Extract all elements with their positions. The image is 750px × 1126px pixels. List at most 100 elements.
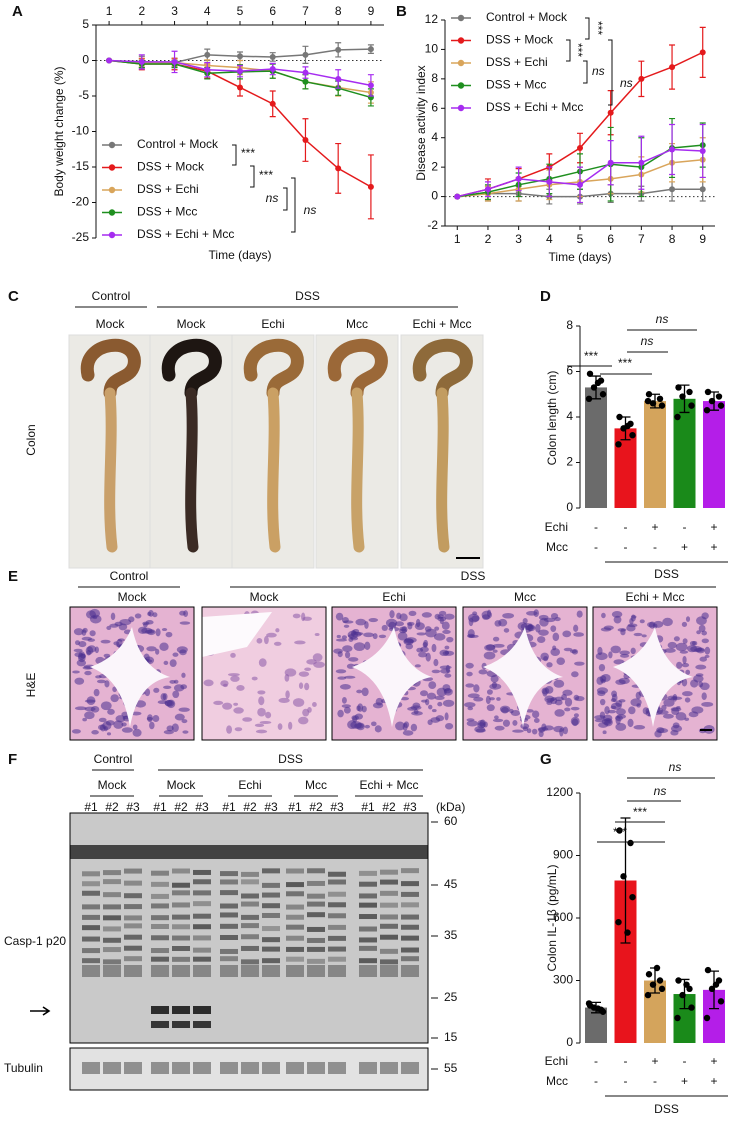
tissue-texture [364,724,370,729]
lane-label: Mock [98,778,128,792]
tissue-texture [696,630,701,635]
row-mark: + [710,1074,717,1088]
tissue-texture [385,618,398,628]
data-point [335,165,342,172]
tissue-texture [292,613,301,619]
blot-band [307,958,325,964]
blot-band [328,946,346,952]
data-point [599,391,607,398]
data-point [703,1014,711,1022]
marker-label: 15 [444,1030,458,1044]
tissue-texture [444,651,450,655]
y-tick-label: -2 [427,218,438,232]
blot-band [401,868,419,874]
sample-label: #2 [309,800,323,814]
tissue-texture [109,623,119,628]
tissue-texture [233,707,244,714]
blot-band [220,912,238,918]
blot-band [307,937,325,943]
lane-label: Mock [118,590,148,604]
y-tick-label: -5 [78,88,89,102]
tissue-texture [647,621,655,628]
data-point [699,49,706,56]
tissue-texture [599,675,607,682]
significance: *** [591,21,605,35]
y-tick-label: 900 [553,848,573,862]
row-mark: - [653,1074,657,1088]
tissue-texture [91,730,99,735]
tissue-texture [437,701,443,707]
blot-band [172,1021,190,1028]
tissue-texture [444,613,455,620]
legend-label: DSS + Mcc [486,78,546,92]
blot-band [193,1006,211,1014]
tissue-texture [87,645,97,653]
legend-marker [457,14,465,22]
tissue-texture [466,671,473,677]
data-point [269,53,276,60]
group-header: Control [110,569,149,583]
tissue-texture [422,642,428,648]
tissue-texture [134,613,142,619]
y-tick-label: 0 [431,189,438,203]
tissue-texture [298,682,304,690]
blot-band [172,914,190,920]
tissue-texture [146,646,157,652]
panel-letter: G [540,751,552,768]
tissue-texture [598,663,606,672]
tissue-texture [285,690,290,699]
blot-band [103,937,121,943]
tissue-texture [337,709,344,718]
tissue-texture [599,698,606,706]
tissue-texture [599,711,606,719]
tissue-texture [389,610,395,619]
data-point [484,186,491,193]
significance: ns [654,784,667,798]
x-tick-label: 7 [638,232,645,246]
tissue-texture [613,659,625,665]
x-tick-label: 5 [577,232,584,246]
tissue-texture [656,727,665,734]
row-mark: + [681,1074,688,1088]
tissue-texture [492,643,505,648]
tissue-texture [169,659,177,667]
tissue-texture [110,612,116,621]
blot-band [359,893,377,899]
data-point [204,66,211,73]
blot-band [151,956,169,962]
tissue-texture [574,661,585,666]
x-tick-label: 2 [138,4,145,18]
blot-band [103,904,121,910]
loading-blot [70,1048,428,1090]
tissue-texture [535,623,541,633]
blot-band [359,926,377,932]
lumen [202,612,272,657]
tissue-texture [81,636,93,641]
tissue-texture [630,698,642,707]
y-tick-label: 1200 [546,785,573,799]
tissue-texture [266,632,277,638]
blot-band [151,903,169,909]
row-mark: - [653,540,657,554]
y-tick-label: 5 [82,17,89,31]
blot-band [220,965,238,977]
blot-band [241,901,259,907]
tissue-texture [344,651,351,659]
legend-marker [457,82,465,89]
tissue-texture [350,636,359,641]
tissue-texture [492,649,498,653]
blot-band [359,958,377,964]
group-header: DSS [295,289,320,303]
data-point [454,193,461,200]
row-mark: - [594,540,598,554]
legend-marker [108,209,116,216]
tissue-texture [467,706,474,711]
tissue-texture [284,668,297,677]
tissue-texture [301,612,306,622]
y-tick-label: 8 [566,318,573,332]
tissue-texture [421,612,432,618]
tissue-texture [112,686,118,693]
data-point [515,175,522,182]
colon-curl [327,338,388,400]
x-tick-label: 9 [699,232,706,246]
